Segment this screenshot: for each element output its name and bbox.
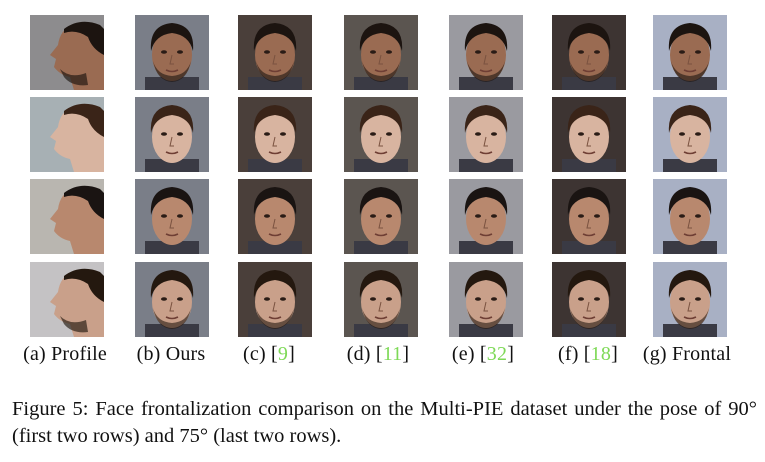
column-label-bracket: ] — [507, 343, 515, 365]
figure-image-grid — [30, 15, 727, 337]
column-label-1: (a) Profile — [10, 343, 120, 366]
figure-caption: Figure 5: Face frontalization comparison… — [12, 398, 757, 447]
citation-link[interactable]: 11 — [382, 343, 403, 365]
face-image-row1-col2 — [135, 15, 209, 90]
face-image-row1-col1 — [30, 15, 104, 90]
column-label-4: (d) [11] — [323, 343, 433, 366]
face-image-row2-col6 — [552, 97, 626, 172]
face-image-row3-col1 — [30, 179, 104, 254]
column-label-text: (c) [ — [243, 343, 278, 365]
face-image-row4-col4 — [344, 262, 418, 337]
column-label-7: (g) Frontal — [632, 343, 742, 366]
column-label-bracket: ] — [288, 343, 295, 365]
face-image-row3-col7 — [653, 179, 727, 254]
face-image-row3-col5 — [449, 179, 523, 254]
face-image-row2-col3 — [238, 97, 312, 172]
column-label-2: (b) Ours — [116, 343, 226, 366]
face-image-row2-col7 — [653, 97, 727, 172]
face-image-row2-col4 — [344, 97, 418, 172]
column-label-bracket: ] — [611, 343, 618, 365]
face-image-row3-col4 — [344, 179, 418, 254]
column-label-3: (c) [9] — [214, 343, 324, 366]
face-image-row2-col5 — [449, 97, 523, 172]
column-label-5: (e) [32] — [428, 343, 538, 366]
column-label-text: (e) [ — [451, 343, 487, 365]
face-image-row1-col3 — [238, 15, 312, 90]
face-image-row3-col6 — [552, 179, 626, 254]
face-image-row4-col7 — [653, 262, 727, 337]
column-label-6: (f) [18] — [533, 343, 643, 366]
face-image-row1-col4 — [344, 15, 418, 90]
face-image-row4-col6 — [552, 262, 626, 337]
citation-link[interactable]: 9 — [277, 343, 289, 365]
face-image-row4-col2 — [135, 262, 209, 337]
face-image-row4-col5 — [449, 262, 523, 337]
citation-link[interactable]: 18 — [590, 343, 612, 365]
face-image-row1-col7 — [653, 15, 727, 90]
column-label-text: (g) Frontal — [642, 343, 732, 365]
column-label-text: (b) Ours — [136, 343, 206, 365]
column-label-text: (a) Profile — [23, 343, 107, 365]
face-image-row4-col1 — [30, 262, 104, 337]
face-image-row3-col2 — [135, 179, 209, 254]
column-label-text: (d) [ — [346, 343, 383, 365]
column-label-bracket: ] — [402, 343, 410, 365]
face-image-row2-col1 — [30, 97, 104, 172]
face-image-row3-col3 — [238, 179, 312, 254]
face-image-row1-col6 — [552, 15, 626, 90]
face-image-row4-col3 — [238, 262, 312, 337]
face-image-row1-col5 — [449, 15, 523, 90]
column-label-text: (f) [ — [558, 343, 591, 365]
citation-link[interactable]: 32 — [486, 343, 508, 365]
face-image-row2-col2 — [135, 97, 209, 172]
